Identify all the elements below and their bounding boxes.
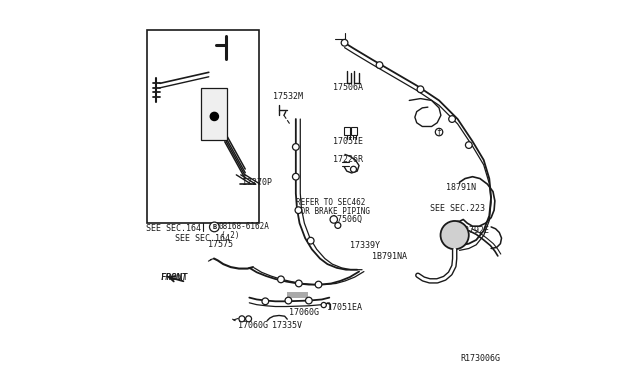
Circle shape <box>435 128 443 136</box>
Text: 17532M: 17532M <box>273 92 303 101</box>
Circle shape <box>330 216 337 223</box>
Text: 17270P: 17270P <box>242 178 271 187</box>
Text: 17060G: 17060G <box>289 308 319 317</box>
Circle shape <box>335 222 341 228</box>
Text: FRONT: FRONT <box>161 273 188 282</box>
Circle shape <box>341 39 348 46</box>
Circle shape <box>440 221 468 249</box>
Text: 1B791NA: 1B791NA <box>372 252 407 261</box>
Text: FRONT: FRONT <box>161 273 188 282</box>
Text: FOR BRAKE PIPING: FOR BRAKE PIPING <box>296 207 370 216</box>
Text: ( 2): ( 2) <box>221 231 240 240</box>
Text: 17506A: 17506A <box>333 83 363 92</box>
Circle shape <box>305 297 312 304</box>
Text: 17575: 17575 <box>207 240 233 248</box>
Text: 17506Q: 17506Q <box>332 215 362 224</box>
Circle shape <box>321 302 326 308</box>
Text: 17339Y: 17339Y <box>349 241 380 250</box>
Circle shape <box>209 222 219 232</box>
Circle shape <box>351 166 356 172</box>
Text: B: B <box>212 224 216 230</box>
Text: 1B792E: 1B792E <box>460 226 490 235</box>
Circle shape <box>465 142 472 148</box>
Circle shape <box>295 207 302 214</box>
Text: 17051E: 17051E <box>333 137 363 146</box>
Circle shape <box>315 281 322 288</box>
Circle shape <box>417 86 424 93</box>
Text: 08168-6162A: 08168-6162A <box>219 222 269 231</box>
Circle shape <box>296 280 302 287</box>
Bar <box>287 292 308 298</box>
Text: 18791N: 18791N <box>447 183 476 192</box>
Bar <box>351 127 357 135</box>
Circle shape <box>376 62 383 68</box>
Text: 17335V: 17335V <box>271 321 301 330</box>
Bar <box>147 30 259 223</box>
Circle shape <box>292 144 299 150</box>
Circle shape <box>278 276 284 283</box>
Text: 17060G: 17060G <box>238 321 268 330</box>
Circle shape <box>307 237 314 244</box>
Circle shape <box>262 298 269 305</box>
Text: 17226R: 17226R <box>333 155 363 164</box>
Text: f: f <box>436 128 442 137</box>
Circle shape <box>239 316 245 322</box>
Circle shape <box>211 112 218 121</box>
Text: SEE SEC.164: SEE SEC.164 <box>145 224 200 233</box>
Circle shape <box>246 316 252 322</box>
Text: R173006G: R173006G <box>460 355 500 363</box>
Circle shape <box>449 116 456 122</box>
Circle shape <box>292 173 299 180</box>
Bar <box>344 127 350 135</box>
Text: REFER TO SEC462: REFER TO SEC462 <box>296 198 365 207</box>
Bar <box>202 88 227 140</box>
Circle shape <box>285 297 292 304</box>
Text: SEE SEC.164: SEE SEC.164 <box>175 234 230 243</box>
Text: SEE SEC.223: SEE SEC.223 <box>429 204 484 213</box>
Text: 17051EA: 17051EA <box>328 303 362 312</box>
